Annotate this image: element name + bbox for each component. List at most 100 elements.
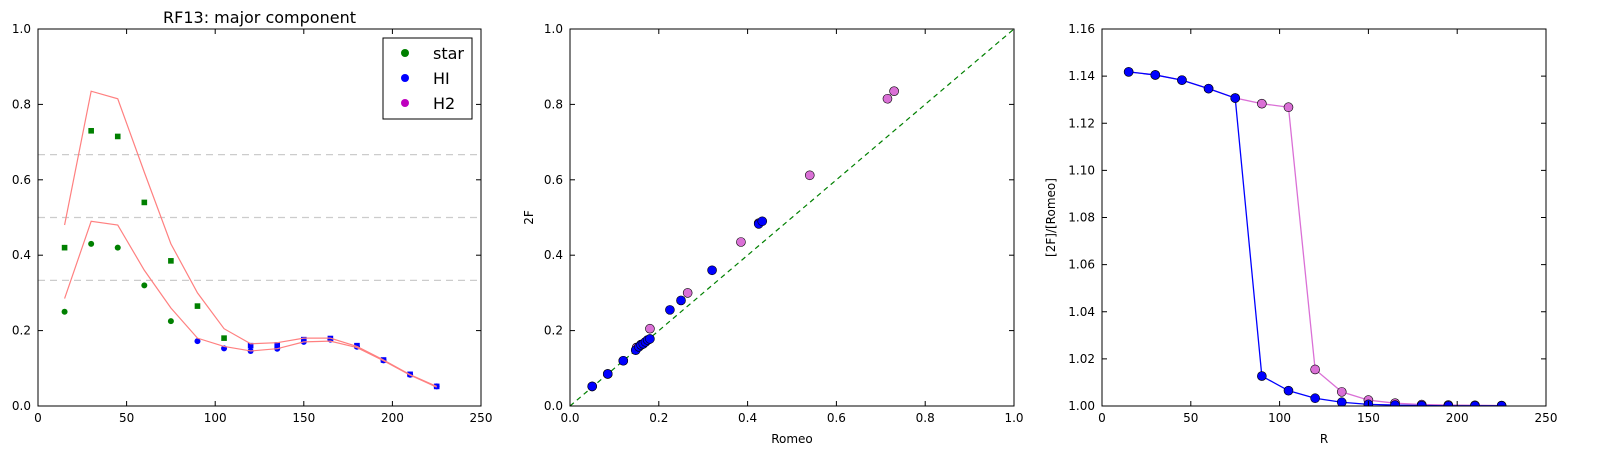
y-tick-label: 0.0: [544, 399, 563, 413]
data-point: [1336, 387, 1347, 397]
data-point: [736, 237, 746, 247]
data-point: [757, 216, 768, 227]
y-tick-label: 0.4: [12, 248, 31, 262]
data-point: [194, 303, 201, 309]
data-point: [1177, 75, 1187, 85]
plot-frame: [1101, 28, 1547, 407]
data-point: [682, 288, 693, 298]
data-point: [88, 240, 95, 247]
series-line: [64, 220, 437, 388]
y-tick-label: 1.14: [1068, 69, 1095, 83]
data-point: [88, 127, 94, 134]
y-tick-label: 1.12: [1068, 116, 1095, 130]
data-point: [804, 170, 815, 181]
x-tick-label: 250: [1535, 411, 1558, 425]
x-tick-label: 50: [119, 411, 134, 425]
y-tick-label: 1.00: [1068, 399, 1095, 413]
legend-marker: [401, 49, 409, 57]
chart-panel-1: 0 50 100 150 200 250 0.0 0.2 0.4 0.6 0.8 1.0 RF13: m…: [12, 8, 493, 425]
data-point: [1230, 93, 1240, 103]
x-tick-label: 0.6: [827, 411, 846, 425]
data-point: [1123, 67, 1134, 77]
data-point: [665, 305, 675, 315]
data-point: [168, 258, 174, 264]
data-point: [1390, 400, 1400, 406]
x-tick-label: 0.4: [738, 411, 757, 425]
y-tick-label: 1.10: [1068, 163, 1095, 177]
data-point: [61, 244, 68, 251]
series-line: [1128, 71, 1502, 406]
legend: star HI H2: [382, 37, 473, 120]
x-tick-label: 250: [470, 411, 493, 425]
data-point: [1310, 393, 1320, 404]
data-point: [618, 355, 629, 366]
y-tick-label: 0.2: [544, 324, 563, 338]
data-point: [167, 318, 174, 325]
y-tick-label: 1.0: [544, 22, 563, 36]
data-point: [1203, 83, 1214, 94]
legend-label: H2: [433, 94, 455, 113]
x-tick-label: 0.8: [916, 411, 935, 425]
data-point: [247, 342, 254, 349]
data-point: [645, 323, 655, 334]
x-tick-label: 1.0: [1004, 411, 1023, 425]
y-tick-label: 0.8: [544, 97, 563, 111]
plot-frame: [569, 28, 1015, 407]
x-tick-label: 0: [34, 411, 42, 425]
plot-area: [38, 90, 481, 390]
y-tick-label: 1.06: [1068, 258, 1095, 272]
chart-panel-2: 0.0 0.2 0.4 0.6 0.8 1.0 0.0 0.2 0.4 0.6 0.8 1.0 Rome…: [522, 22, 1024, 446]
x-tick-label: 0: [1098, 411, 1106, 425]
y-tick-label: 0.2: [12, 324, 31, 338]
data-point: [114, 133, 121, 140]
legend-label: HI: [433, 69, 450, 88]
data-point: [707, 265, 717, 276]
x-axis-label: R: [1320, 432, 1328, 446]
x-tick-label: 100: [204, 411, 227, 425]
data-point: [274, 342, 281, 348]
y-tick-label: 0.4: [544, 248, 563, 262]
y-tick-label: 0.0: [12, 399, 31, 413]
legend-marker: [401, 74, 409, 82]
y-tick-label: 0.8: [12, 97, 31, 111]
y-tick-label: 1.08: [1068, 211, 1095, 225]
data-point: [1283, 385, 1294, 396]
plot-frame: [37, 28, 482, 407]
x-tick-label: 150: [1357, 411, 1380, 425]
legend-label: star: [433, 44, 464, 63]
data-point: [602, 369, 613, 379]
y-axis-label: 2F: [522, 210, 536, 225]
data-point: [61, 308, 68, 315]
data-point: [1283, 102, 1294, 113]
identity-line: [570, 29, 1014, 406]
data-point: [1257, 371, 1267, 381]
x-tick-label: 100: [1268, 411, 1291, 425]
data-point: [141, 199, 148, 206]
data-point: [1336, 397, 1347, 406]
x-tick-label: 150: [292, 411, 315, 425]
data-point: [194, 338, 201, 345]
y-tick-label: 1.16: [1068, 22, 1095, 36]
data-point: [1150, 70, 1161, 80]
data-point: [354, 342, 360, 349]
data-point: [587, 381, 598, 392]
data-point: [882, 93, 893, 104]
chart-title: RF13: major component: [163, 8, 356, 27]
plot-area: [1123, 67, 1507, 406]
data-point: [114, 244, 121, 251]
series-line: [63, 90, 437, 387]
legend-box: [382, 37, 473, 120]
data-point: [221, 335, 227, 341]
y-tick-label: 1.0: [12, 22, 31, 36]
series-line: [1128, 71, 1502, 406]
x-tick-label: 0.2: [649, 411, 668, 425]
data-point: [889, 86, 899, 97]
y-tick-label: 1.04: [1068, 305, 1095, 319]
data-point: [1257, 98, 1267, 109]
data-point: [676, 295, 686, 306]
y-axis-label: [2F]/[Romeo]: [1044, 178, 1058, 257]
data-point: [301, 336, 307, 343]
data-point: [1310, 364, 1320, 375]
chart-panel-3: 0 50 100 150 200 250 1.00 1.02 1.04 1.06 1.08 1.10 1…: [1044, 22, 1557, 446]
